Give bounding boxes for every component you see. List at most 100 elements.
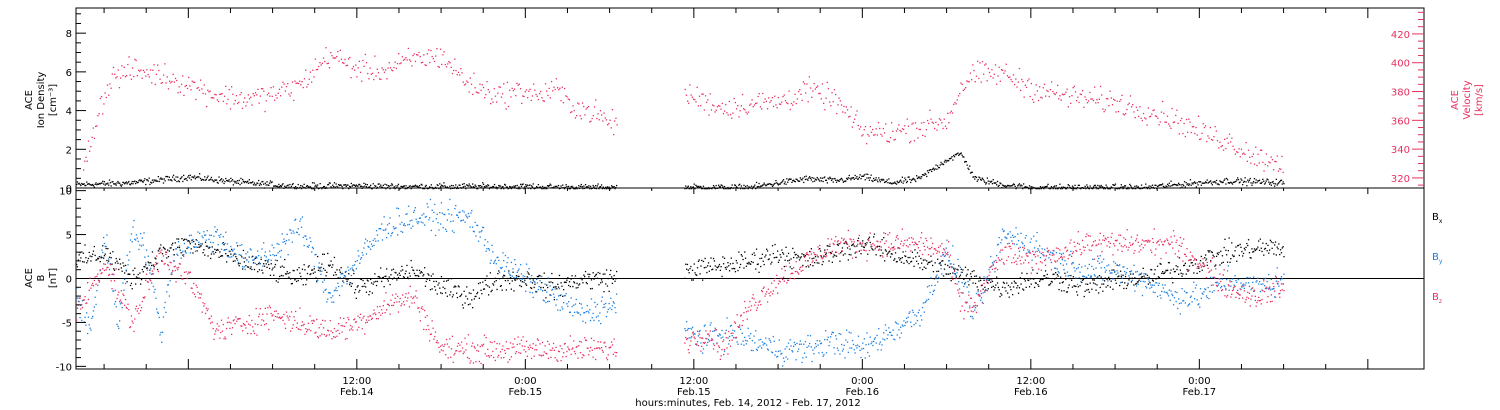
ion-density-series-point	[1277, 183, 1279, 185]
velocity-series-point	[121, 65, 123, 67]
velocity-series-point	[1154, 115, 1157, 117]
velocity-series-point	[901, 128, 904, 130]
velocity-series-point	[176, 79, 178, 82]
by-series-point	[255, 256, 257, 258]
velocity-series-point	[109, 83, 111, 85]
ion-density-series-point	[1001, 184, 1004, 186]
bx-series-point	[265, 263, 267, 265]
velocity-series-point	[913, 140, 915, 142]
bx-series-point	[1067, 287, 1069, 289]
bx-series-point	[1229, 261, 1231, 263]
by-series-point	[531, 292, 534, 294]
by-series-point	[221, 242, 224, 245]
by-series-point	[933, 289, 935, 291]
ion-density-series-point	[278, 183, 280, 186]
bx-series-point	[793, 256, 795, 259]
by-series-point	[529, 291, 531, 293]
ion-density-series-point	[464, 185, 466, 187]
bx-series-point	[1051, 281, 1053, 283]
bx-series-point	[349, 284, 351, 286]
ion-density-series-point	[568, 185, 570, 188]
bx-series-point	[717, 267, 719, 269]
ion-density-series-point	[982, 178, 984, 180]
bx-series-point	[925, 267, 927, 269]
ion-density-series-point	[789, 178, 791, 180]
bx-series-point	[1204, 257, 1206, 259]
velocity-series-point	[1046, 89, 1048, 92]
bx-series-point	[964, 266, 967, 268]
ion-density-series-point	[236, 180, 239, 182]
by-series-point	[755, 330, 757, 332]
bx-series-point	[1130, 281, 1133, 283]
ion-density-series-point	[559, 187, 561, 189]
velocity-series-point	[462, 81, 464, 83]
ion-density-series-point	[170, 179, 172, 181]
ion-density-series-point	[924, 172, 926, 175]
ion-density-series-point	[142, 181, 144, 183]
ion-density-series-point	[775, 180, 777, 182]
ion-density-series-point	[334, 186, 336, 188]
by-series-point	[1012, 234, 1014, 237]
by-series	[76, 198, 1285, 367]
velocity-series-point	[746, 113, 748, 115]
velocity-series-point	[701, 93, 703, 95]
ion-density-series-point	[910, 181, 912, 184]
bx-series-point	[1165, 269, 1167, 271]
velocity-series-point	[981, 61, 984, 63]
bx-series-point	[1119, 284, 1121, 287]
velocity-series-point	[348, 58, 350, 60]
by-series-point	[841, 343, 843, 346]
velocity-series-point	[1250, 162, 1252, 164]
velocity-series-point	[929, 109, 931, 111]
velocity-series-point	[429, 61, 431, 64]
by-series-point	[1029, 241, 1031, 243]
by-series-point	[555, 304, 557, 306]
by-series-point	[707, 341, 709, 344]
by-series-point	[1041, 248, 1043, 250]
ion-density-series-point	[829, 176, 831, 178]
bx-series-point	[227, 255, 229, 257]
ion-density-series-point	[234, 182, 236, 184]
velocity-series-point	[846, 109, 849, 111]
bx-series-point	[232, 260, 234, 262]
bx-series-point	[954, 273, 956, 275]
ion-density-series-point	[103, 181, 106, 183]
ion-density-series-point	[1229, 182, 1231, 184]
ion-density-series-point	[1106, 186, 1108, 188]
bx-series-point	[1205, 254, 1207, 256]
ion-density-series-point	[560, 185, 562, 187]
ion-density-series-point	[847, 177, 849, 179]
bx-series-point	[894, 258, 896, 260]
velocity-series-point	[221, 92, 223, 95]
bx-series-point	[280, 274, 282, 277]
ion-density-series-point	[1256, 181, 1258, 184]
bx-series-point	[1243, 247, 1245, 250]
by-series-point	[1251, 287, 1253, 289]
by-series-point	[495, 263, 497, 265]
velocity-series-point	[710, 109, 713, 111]
by-series-point	[110, 264, 112, 266]
ion-density-series-point	[884, 181, 887, 183]
ion-density-series-point	[600, 184, 603, 186]
bx-series-point	[1036, 272, 1038, 274]
by-series-point	[530, 281, 532, 283]
velocity-series-point	[940, 119, 942, 121]
by-series-point	[1198, 303, 1200, 305]
bx-series-point	[450, 291, 452, 293]
ion-density-series-point	[261, 181, 263, 183]
bx-series-point	[975, 275, 978, 277]
by-series-point	[801, 361, 803, 364]
bx-series-point	[540, 286, 542, 289]
ion-density-series-point	[224, 180, 226, 183]
bx-series-point	[771, 245, 774, 247]
bx-series-point	[1128, 279, 1130, 281]
by-series-point	[123, 289, 125, 291]
velocity-series-point	[1105, 98, 1108, 100]
by-series-point	[867, 351, 869, 354]
velocity-series-point	[1072, 87, 1074, 89]
velocity-series-point	[99, 97, 101, 100]
bx-series-point	[1071, 286, 1074, 288]
by-series-point	[399, 223, 401, 225]
velocity-series-point	[1252, 153, 1254, 155]
bx-series-point	[320, 266, 322, 269]
